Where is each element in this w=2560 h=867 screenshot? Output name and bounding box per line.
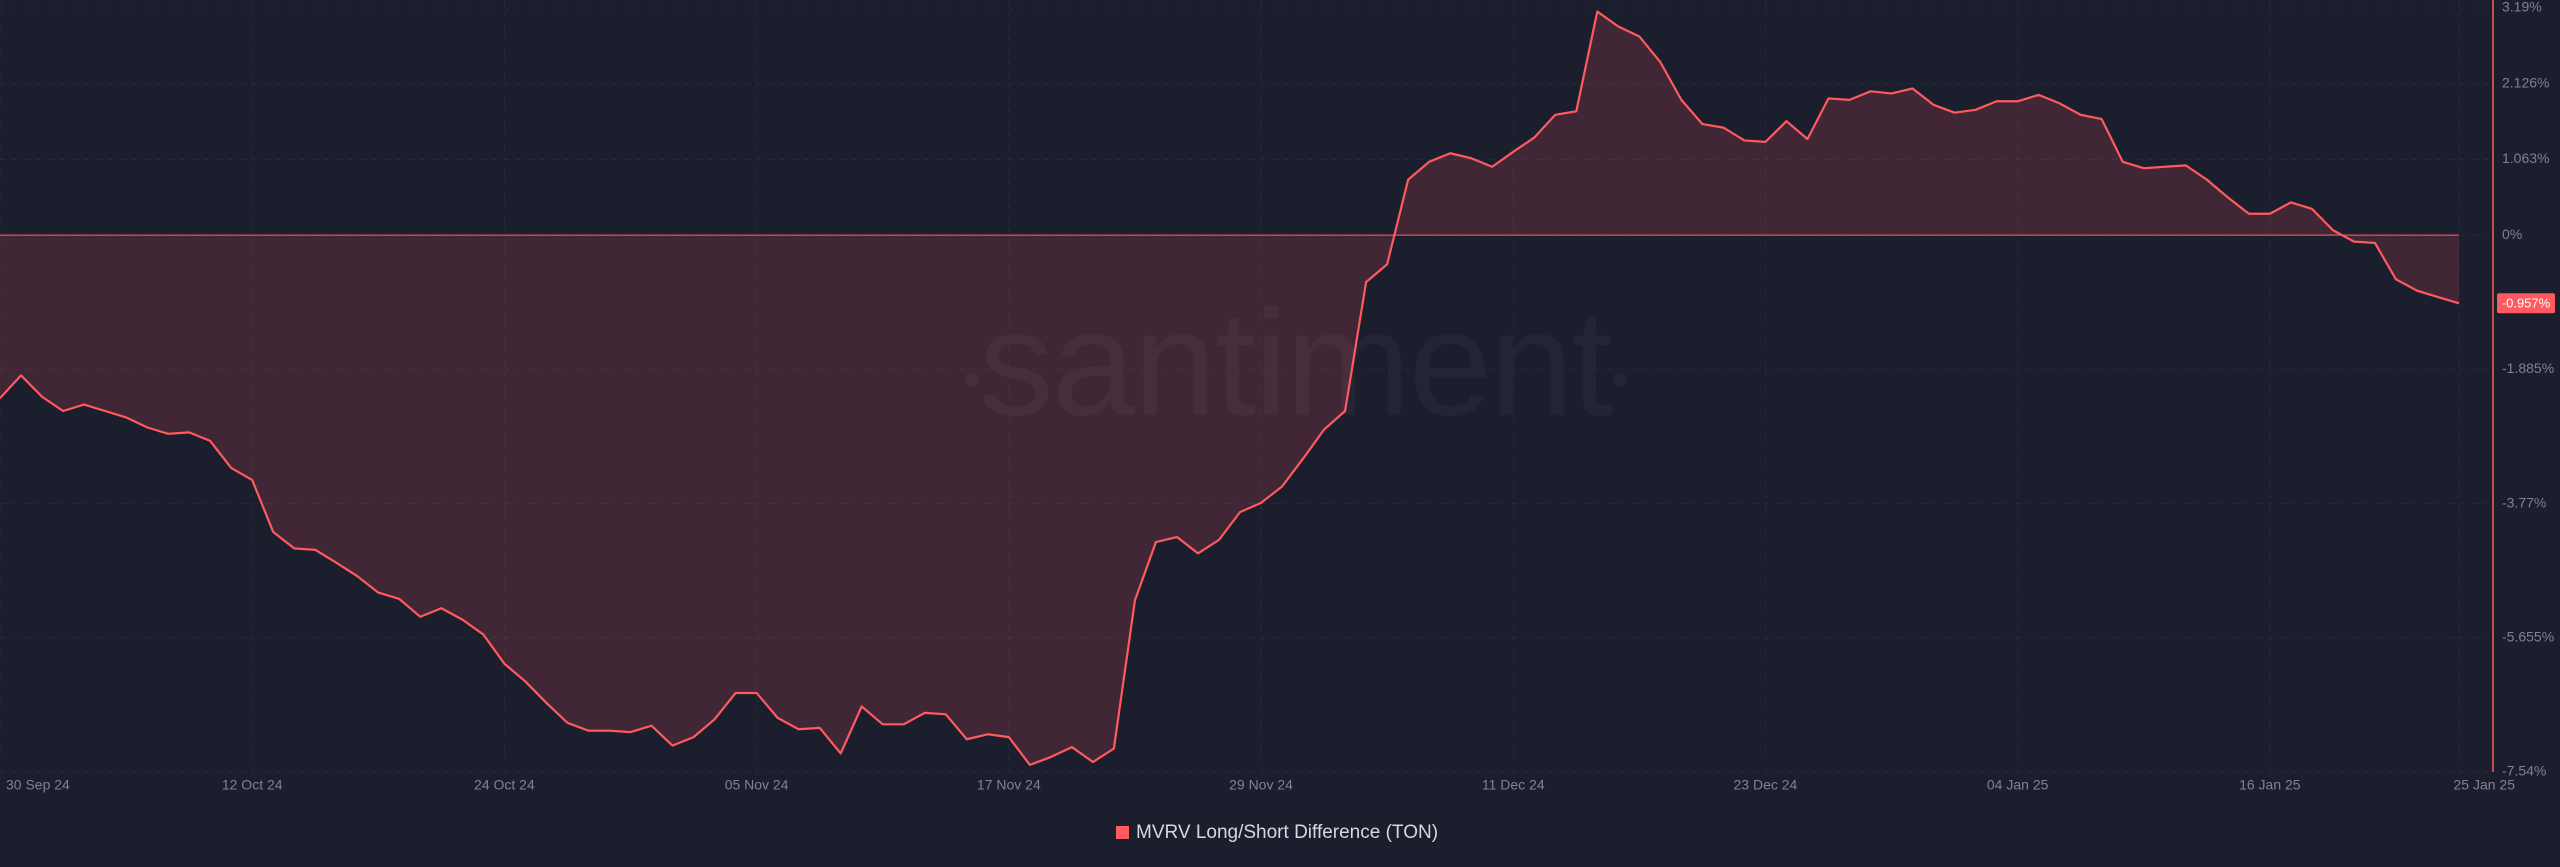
x-tick-label: 04 Jan 25: [1987, 777, 2049, 793]
y-tick-label: -7.54%: [2502, 763, 2546, 779]
line: [0, 10, 2460, 766]
x-tick-label: 24 Oct 24: [474, 777, 535, 793]
current-value-label: -0.957%: [2502, 296, 2551, 311]
y-tick-label: 3.19%: [2502, 0, 2542, 15]
x-tick-label: 29 Nov 24: [1229, 777, 1293, 793]
x-tick-label: 30 Sep 24: [6, 777, 70, 793]
y-tick-label: 2.126%: [2502, 74, 2549, 90]
area: [0, 11, 2459, 765]
legend: MVRV Long/Short Difference (TON): [1116, 822, 1438, 843]
x-tick-label: 12 Oct 24: [222, 777, 283, 793]
x-tick-label: 11 Dec 24: [1482, 777, 1545, 793]
y-tick-label: -1.885%: [2502, 360, 2554, 376]
x-tick-label: 23 Dec 24: [1734, 777, 1798, 793]
y-tick-label: 0%: [2502, 226, 2522, 242]
y-tick-label: -5.655%: [2502, 628, 2554, 644]
watermark-dot: [1613, 373, 1627, 387]
y-tick-label: -3.77%: [2502, 494, 2546, 510]
current-value-badge: [2497, 293, 2555, 314]
x-tick-label: 17 Nov 24: [977, 777, 1041, 793]
x-tick-label: 25 Jan 25: [2454, 777, 2516, 793]
x-tick-label: 16 Jan 25: [2239, 777, 2301, 793]
x-tick-label: 05 Nov 24: [725, 777, 789, 793]
legend-label: MVRV Long/Short Difference (TON): [1136, 822, 1438, 843]
legend-swatch: [1116, 826, 1129, 839]
y-tick-label: 1.063%: [2502, 150, 2549, 166]
